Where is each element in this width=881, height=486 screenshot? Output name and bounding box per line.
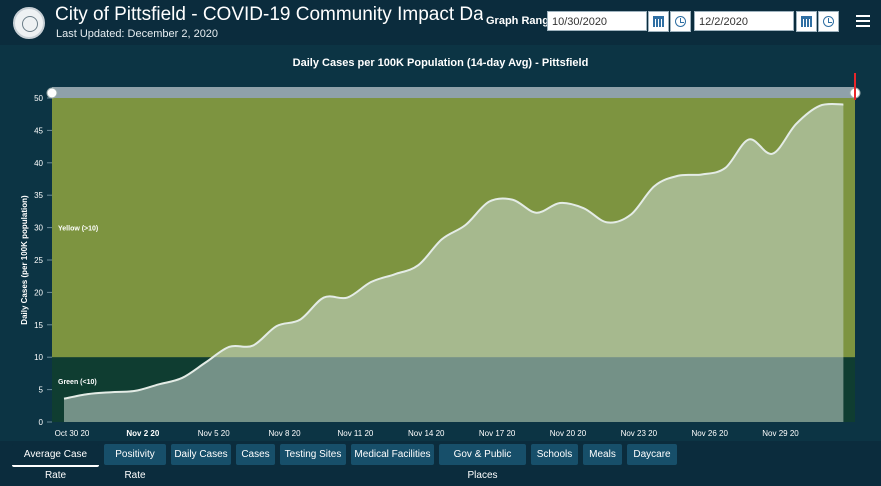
tab-medical-facilities[interactable]: Medical Facilities: [351, 444, 434, 465]
yellow-band-label: Yellow (>10): [58, 226, 98, 233]
tab-daily-cases[interactable]: Daily Cases: [171, 444, 231, 465]
y-axis-label: Daily Cases (per 100K population): [20, 195, 29, 325]
end-date-input[interactable]: 12/2/2020: [694, 11, 794, 31]
tab-gov-public-places[interactable]: Gov & Public Places: [439, 444, 526, 481]
last-updated: Last Updated: December 2, 2020: [56, 28, 219, 40]
header-bar: City of Pittsfield - COVID-19 Community …: [0, 0, 881, 45]
y-tick-label: 35: [34, 191, 43, 200]
chart-title: Daily Cases per 100K Population (14-day …: [292, 57, 589, 69]
tab-meals[interactable]: Meals: [583, 444, 622, 465]
tab-daycare[interactable]: Daycare: [627, 444, 677, 465]
y-tick-label: 10: [34, 353, 43, 362]
x-tick-label: Nov 8 20: [269, 429, 302, 438]
hamburger-menu-icon[interactable]: [856, 15, 870, 27]
x-tick-label: Nov 20 20: [550, 429, 587, 438]
y-tick-label: 50: [34, 94, 43, 103]
start-calendar-icon[interactable]: [648, 11, 669, 32]
x-tick-label: Nov 23 20: [621, 429, 658, 438]
y-tick-label: 20: [34, 288, 43, 297]
x-tick-label: Nov 11 20: [337, 429, 373, 438]
app-title: City of Pittsfield - COVID-19 Community …: [55, 4, 483, 25]
city-seal-logo: [13, 7, 45, 39]
graph-range-label: Graph Range: [486, 15, 556, 27]
y-tick-label: 5: [39, 386, 44, 395]
y-tick-label: 0: [39, 418, 44, 427]
x-tick-label: Nov 2 20: [126, 429, 159, 438]
start-date-input[interactable]: 10/30/2020: [547, 11, 647, 31]
x-tick-label: Nov 5 20: [198, 429, 231, 438]
range-start-handle[interactable]: [46, 87, 58, 99]
case-rate-line: [63, 102, 844, 400]
y-tick-label: 45: [34, 126, 43, 135]
x-tick-label: Nov 17 20: [479, 429, 516, 438]
green-band-label: Green (<10): [58, 379, 97, 386]
tab-positivity-rate[interactable]: Positivity Rate: [104, 444, 166, 481]
tab-testing-sites[interactable]: Testing Sites: [280, 444, 346, 465]
tab-cases[interactable]: Cases: [236, 444, 275, 465]
y-tick-label: 15: [34, 321, 43, 330]
range-slider-track: [52, 87, 855, 98]
y-tick-label: 30: [34, 224, 43, 233]
case-rate-chart: 0 5 10 15 20 25 30 35 40 45 50 Oct 30 20 Nov 2 20 No…: [20, 73, 861, 438]
tab-bar: Average Case Rate Positivity Rate Daily Ca…: [0, 443, 881, 481]
tab-schools[interactable]: Schools: [531, 444, 578, 465]
tab-average-case-rate[interactable]: Average Case Rate: [12, 444, 99, 481]
x-tick-label: Oct 30 20: [55, 429, 90, 438]
end-calendar-icon[interactable]: [796, 11, 817, 32]
y-tick-label: 25: [34, 256, 43, 265]
y-tick-label: 40: [34, 159, 43, 168]
x-tick-label: Nov 26 20: [691, 429, 728, 438]
end-clock-icon[interactable]: [818, 11, 839, 32]
start-clock-icon[interactable]: [670, 11, 691, 32]
x-tick-label: Nov 14 20: [408, 429, 445, 438]
x-tick-label: Nov 29 20: [762, 429, 799, 438]
